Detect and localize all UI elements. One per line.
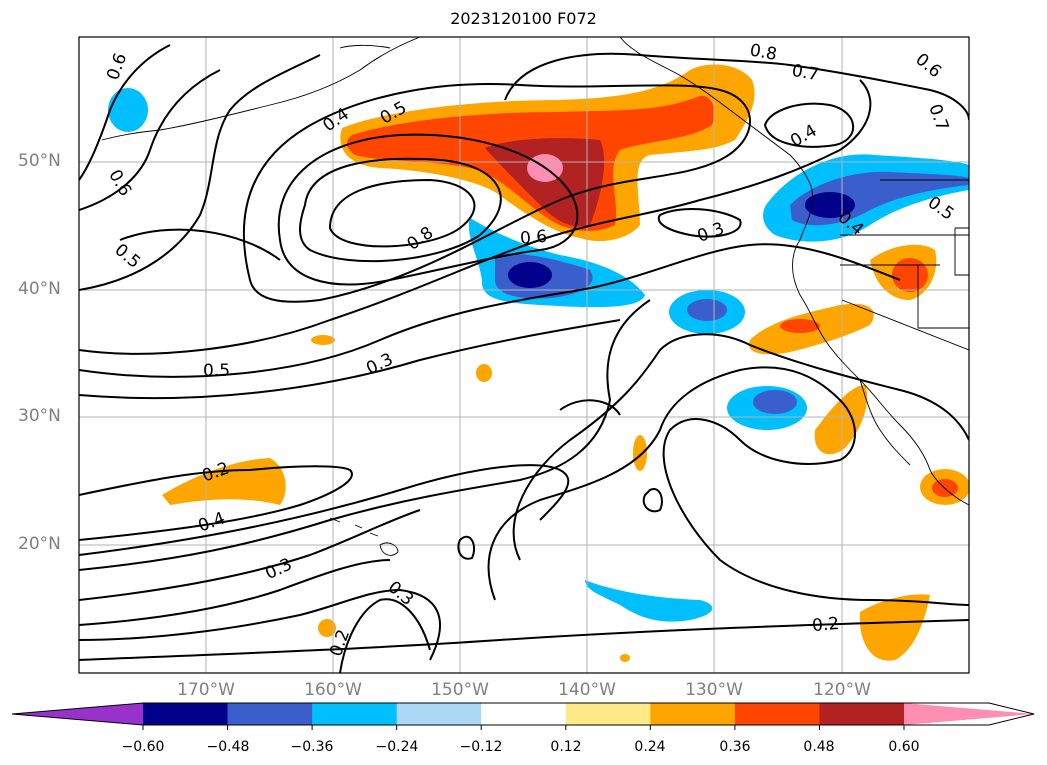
plot-frame	[78, 36, 970, 674]
grid-lines	[79, 37, 969, 673]
colorbar-extend-high	[904, 703, 1034, 725]
contour-label: 0.6	[519, 227, 548, 249]
colorbar-tick-label: 0.36	[719, 739, 751, 755]
colorbar-segment	[819, 703, 905, 725]
positive-anomaly-north-california-core	[892, 258, 928, 292]
positive-anomaly-small-2	[476, 364, 492, 382]
positive-anomaly-small-3	[318, 619, 336, 637]
colorbar-segment	[650, 703, 736, 725]
positive-anomaly-small-4	[311, 335, 335, 345]
lon-label-150w: 150°W	[431, 680, 489, 700]
negative-anomaly-small-2-core	[753, 390, 797, 414]
colorbar-tick-label: −0.36	[290, 739, 334, 755]
colorbar-tick-label: −0.12	[459, 739, 503, 755]
colorbar-segment	[143, 703, 229, 725]
very-strong-positive-anomaly	[485, 138, 605, 227]
lat-label-20n: 20°N	[18, 534, 61, 554]
colorbar-tick-label: 0.12	[550, 739, 582, 755]
colorbar-segment	[481, 703, 567, 725]
lon-label-170w: 170°W	[177, 680, 235, 700]
contour-lines	[79, 44, 969, 673]
positive-anomaly-baja	[814, 385, 868, 455]
lat-label-30n: 30°N	[18, 406, 61, 426]
negative-anomaly-south	[585, 580, 713, 622]
colorbar-segment	[565, 703, 651, 725]
colorbar-segment	[396, 703, 482, 725]
islands	[329, 44, 399, 556]
lat-label-40n: 40°N	[18, 279, 61, 299]
colorbar-segment	[312, 703, 398, 725]
peak-negative-anomaly-central	[508, 262, 552, 288]
colorbar-segment	[227, 703, 313, 725]
contour-label: 0.8	[748, 41, 778, 65]
lat-label-50n: 50°N	[18, 151, 61, 171]
negative-anomaly-small-1-core	[687, 299, 727, 321]
colorbar-tick-label: 0.48	[803, 739, 835, 755]
colorbar-extend-low	[12, 703, 143, 725]
contour-label: 0.7	[790, 61, 820, 85]
chart-title: 2023120100 F072	[450, 9, 597, 28]
positive-anomaly-small-1	[633, 435, 647, 471]
positive-anomaly-southeast	[859, 594, 930, 661]
positive-anomaly-small-5	[620, 654, 630, 662]
map-plot: 0.6 0.4 0.5 0.8 0.7 0.6 0.4 0.7 0.8 0.6 …	[78, 36, 970, 674]
colorbar-tick-label: −0.24	[375, 739, 419, 755]
lon-label-140w: 140°W	[558, 680, 616, 700]
colorbar-tick-label: 0.24	[634, 739, 666, 755]
colorbar-outline	[11, 702, 1035, 726]
contour-label: 0.5	[203, 361, 230, 381]
colorbar-tick-label: 0.60	[888, 739, 920, 755]
lon-label-120w: 120°W	[813, 680, 871, 700]
colorbar-tick-label: −0.60	[121, 739, 165, 755]
lon-label-160w: 160°W	[304, 680, 362, 700]
colorbar-segment	[734, 703, 820, 725]
contour-label: 0.2	[811, 614, 840, 636]
negative-anomaly-small-3	[108, 88, 148, 132]
coastlines	[101, 37, 969, 506]
lon-label-130w: 130°W	[685, 680, 743, 700]
colorbar-tick-label: −0.48	[206, 739, 250, 755]
positive-anomaly-california-core	[780, 319, 820, 333]
